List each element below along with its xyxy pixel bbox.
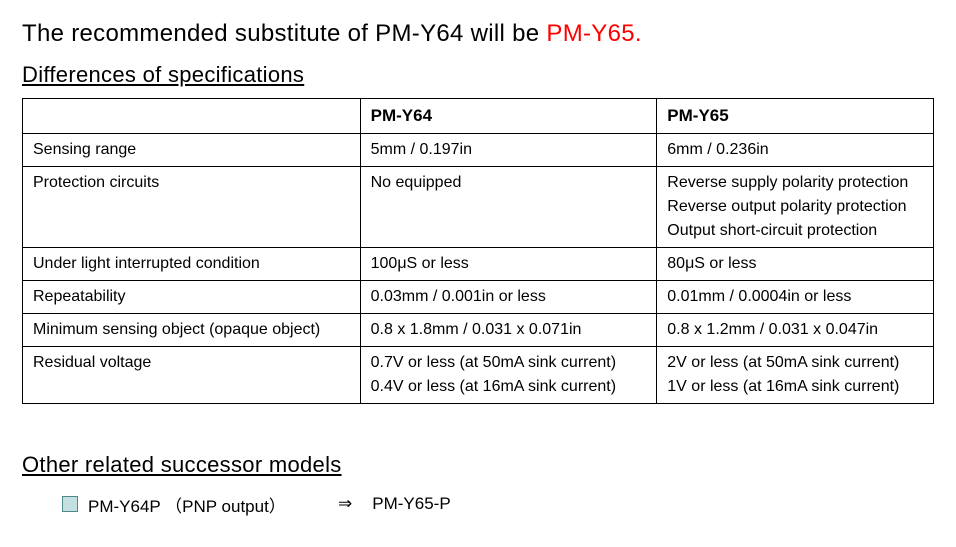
spec-table: PM-Y64 PM-Y65 Sensing range5mm / 0.197in… [22, 98, 934, 404]
col-header-a: PM-Y64 [360, 99, 657, 134]
row-value-b: 2V or less (at 50mA sink current)1V or l… [657, 346, 934, 403]
row-label: Minimum sensing object (opaque object) [23, 313, 361, 346]
row-value-a: 5mm / 0.197in [360, 133, 657, 166]
successor-section: Other related successor models PM-Y64P （… [22, 452, 934, 517]
row-value-b: Reverse supply polarity protectionRevers… [657, 166, 934, 247]
row-label: Sensing range [23, 133, 361, 166]
successor-list: PM-Y64P （PNP output） ⇒ PM-Y65-P [22, 492, 934, 517]
table-row: Protection circuitsNo equippedReverse su… [23, 166, 934, 247]
successor-new-model: PM-Y65-P [372, 494, 450, 514]
row-label: Under light interrupted condition [23, 247, 361, 280]
table-row: Residual voltage0.7V or less (at 50mA si… [23, 346, 934, 403]
table-row: Under light interrupted condition100μS o… [23, 247, 934, 280]
bullet-icon [62, 496, 78, 512]
table-row: Repeatability0.03mm / 0.001in or less0.0… [23, 280, 934, 313]
spec-table-body: Sensing range5mm / 0.197in6mm / 0.236inP… [23, 133, 934, 403]
row-value-a: 100μS or less [360, 247, 657, 280]
table-row: Sensing range5mm / 0.197in6mm / 0.236in [23, 133, 934, 166]
spec-section-title: Differences of specifications [22, 62, 934, 88]
headline-prefix: The recommended substitute of PM-Y64 wil… [22, 20, 546, 47]
col-header-spec [23, 99, 361, 134]
row-value-b: 6mm / 0.236in [657, 133, 934, 166]
row-label: Repeatability [23, 280, 361, 313]
row-label: Residual voltage [23, 346, 361, 403]
col-header-b: PM-Y65 [657, 99, 934, 134]
row-value-a: 0.03mm / 0.001in or less [360, 280, 657, 313]
headline: The recommended substitute of PM-Y64 wil… [22, 20, 934, 48]
arrow-icon: ⇒ [338, 494, 352, 514]
successor-old-model: PM-Y64P （PNP output） [88, 492, 328, 517]
row-value-b: 0.8 x 1.2mm / 0.031 x 0.047in [657, 313, 934, 346]
row-value-a: No equipped [360, 166, 657, 247]
successor-section-title: Other related successor models [22, 452, 934, 478]
table-header-row: PM-Y64 PM-Y65 [23, 99, 934, 134]
row-label: Protection circuits [23, 166, 361, 247]
headline-substitute: PM-Y65. [546, 20, 641, 47]
row-value-a: 0.8 x 1.8mm / 0.031 x 0.071in [360, 313, 657, 346]
row-value-a: 0.7V or less (at 50mA sink current)0.4V … [360, 346, 657, 403]
row-value-b: 0.01mm / 0.0004in or less [657, 280, 934, 313]
successor-item: PM-Y64P （PNP output） ⇒ PM-Y65-P [62, 492, 934, 517]
row-value-b: 80μS or less [657, 247, 934, 280]
table-row: Minimum sensing object (opaque object)0.… [23, 313, 934, 346]
